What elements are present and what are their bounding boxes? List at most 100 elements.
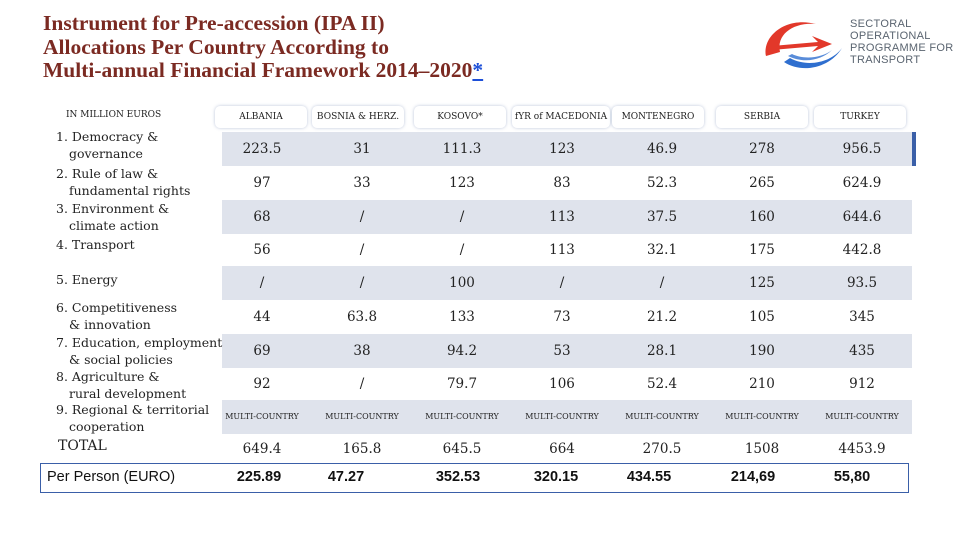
units-label: IN MILLION EUROS — [66, 110, 162, 120]
table-cell: 37.5 — [646, 209, 678, 226]
table-cell: 210 — [749, 376, 775, 393]
table-cell: / — [359, 275, 365, 292]
row-label: 7. Education, employment — [56, 335, 223, 350]
logo-line-4: TRANSPORT — [850, 54, 921, 66]
table-cell: 649.4 — [242, 441, 282, 458]
title-line-3-text: Multi-annual Financial Framework 2014–20… — [43, 58, 473, 82]
row-label: 6. Competitiveness — [56, 300, 178, 315]
per-person-value: 320.15 — [533, 469, 579, 485]
table-row: 97 33 123 83 52.3 265 624.9 — [222, 166, 912, 200]
table-cell: MULTI-COUNTRY — [725, 412, 799, 421]
column-header: ALBANIA — [215, 106, 307, 128]
row-label: 2. Rule of law & — [56, 166, 159, 181]
table-cell: 442.8 — [842, 242, 882, 259]
table-cell: / — [559, 275, 565, 292]
table-cell: MULTI-COUNTRY — [325, 412, 399, 421]
footnote-link[interactable]: * — [472, 58, 484, 82]
row-label: 1. Democracy & — [56, 129, 159, 144]
table-cell: 32.1 — [646, 242, 678, 259]
table-cell: 1508 — [744, 441, 780, 458]
per-person-value: 214,69 — [730, 469, 776, 485]
table-cell: 111.3 — [442, 141, 482, 158]
table-cell: 624.9 — [842, 175, 882, 192]
table-cell: / — [359, 242, 365, 259]
table-cell: / — [259, 275, 265, 292]
title-line-3: Multi-annual Financial Framework 2014–20… — [43, 58, 484, 83]
logo-line-3: PROGRAMME FOR — [850, 42, 954, 54]
row-label-continued: & innovation — [69, 317, 151, 332]
table-cell: 97 — [253, 175, 271, 192]
column-header: BOSNIA & HERZ. — [312, 106, 404, 128]
table-cell: 105 — [749, 309, 775, 326]
table-cell: 912 — [849, 376, 875, 393]
row-label: 8. Agriculture & — [56, 369, 160, 384]
table-cell: 644.6 — [842, 209, 882, 226]
column-header: TURKEY — [814, 106, 906, 128]
table-cell: 278 — [749, 141, 775, 158]
table-cell: 956.5 — [842, 141, 882, 158]
table-cell: 223.5 — [242, 141, 282, 158]
table-cell: 100 — [449, 275, 475, 292]
table-cell: / — [459, 242, 465, 259]
title-line-1: Instrument for Pre-accession (IPA II) — [43, 11, 385, 35]
table-cell: 175 — [749, 242, 775, 259]
row-label-continued: climate action — [69, 218, 159, 233]
table-cell: 165.8 — [342, 441, 382, 458]
table-cell: 52.4 — [646, 376, 678, 393]
table-cell: 345 — [849, 309, 875, 326]
table-row: 44 63.8 133 73 21.2 105 345 — [222, 300, 912, 334]
title-line-2: Allocations Per Country According to — [43, 34, 389, 59]
table-cell: 94.2 — [446, 343, 478, 360]
per-person-value: 225.89 — [236, 469, 282, 485]
table-cell: 69 — [253, 343, 271, 360]
table-cell: 435 — [849, 343, 875, 360]
logo-line-2: OPERATIONAL — [850, 30, 931, 42]
table-cell: 53 — [553, 343, 571, 360]
table-row: 68 / / 113 37.5 160 644.6 — [222, 200, 912, 234]
table-cell: 270.5 — [642, 441, 682, 458]
row-label: 5. Energy — [56, 272, 118, 287]
table-row: 69 38 94.2 53 28.1 190 435 — [222, 334, 912, 368]
slide-title: Instrument for Pre-accession (IPA II) Al… — [43, 11, 484, 83]
table-cell: 79.7 — [446, 376, 478, 393]
table-cell: 21.2 — [646, 309, 678, 326]
table-cell: 106 — [549, 376, 575, 393]
table-cell: 63.8 — [346, 309, 378, 326]
table-cell: 73 — [553, 309, 571, 326]
row-label-continued: cooperation — [69, 419, 145, 434]
table-cell: 133 — [449, 309, 475, 326]
per-person-value: 55,80 — [833, 469, 871, 485]
table-cell: 46.9 — [646, 141, 678, 158]
table-cell: 52.3 — [646, 175, 678, 192]
table-cell: 33 — [353, 175, 371, 192]
table-cell: MULTI-COUNTRY — [825, 412, 899, 421]
per-person-row: Per Person (EURO) 225.89 47.27 352.53 320.1… — [40, 463, 909, 493]
table-cell: MULTI-COUNTRY — [425, 412, 499, 421]
table-row: 92 / 79.7 106 52.4 210 912 — [222, 368, 912, 400]
selection-bar — [912, 132, 916, 166]
table-cell: / — [459, 209, 465, 226]
table-cell: MULTI-COUNTRY — [225, 412, 299, 421]
table-cell: 31 — [353, 141, 371, 158]
table-cell: / — [359, 376, 365, 393]
column-header: MONTENEGRO — [612, 106, 704, 128]
table-cell: 4453.9 — [838, 441, 886, 458]
table-row: 223.5 31 111.3 123 46.9 278 956.5 — [222, 132, 916, 166]
table-cell: 68 — [253, 209, 271, 226]
table-cell: 664 — [549, 441, 575, 458]
table-cell: 265 — [749, 175, 775, 192]
table-cell: MULTI-COUNTRY — [525, 412, 599, 421]
column-header: KOSOVO* — [414, 106, 506, 128]
row-label-continued: rural development — [69, 386, 187, 401]
table-cell: 190 — [749, 343, 775, 360]
table-cell: 92 — [253, 376, 271, 393]
column-header: fYR of MACEDONIA — [512, 106, 610, 128]
table-cell: / — [359, 209, 365, 226]
column-header: SERBIA — [716, 106, 808, 128]
per-person-value: 352.53 — [435, 469, 481, 485]
table-cell: 28.1 — [646, 343, 678, 360]
sop-transport-logo: SECTORAL OPERATIONAL PROGRAMME FOR TRANS… — [758, 12, 953, 82]
logo-wordmark: SECTORAL OPERATIONAL PROGRAMME FOR TRANS… — [850, 18, 954, 66]
total-label: TOTAL — [58, 438, 107, 454]
row-label: 9. Regional & territorial — [56, 402, 210, 417]
